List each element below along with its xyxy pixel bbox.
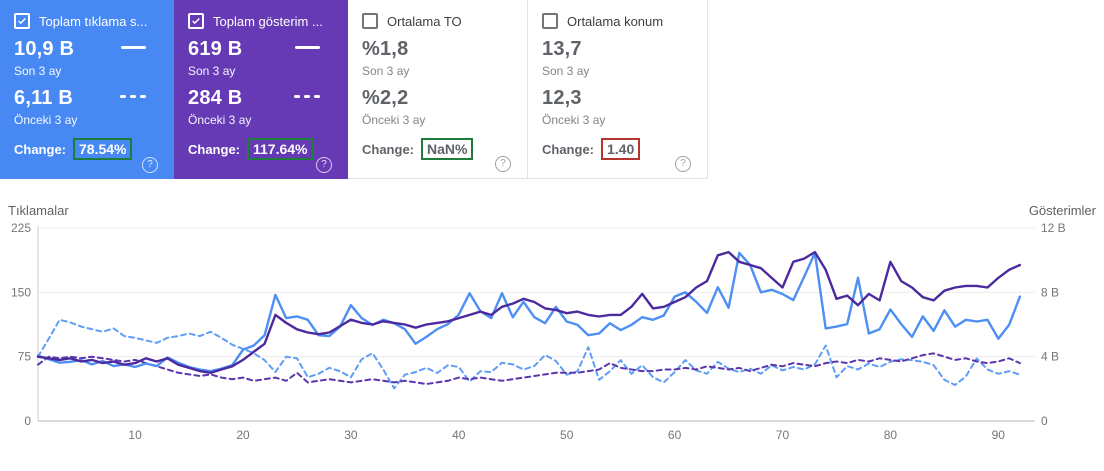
solid-line-legend-icon	[121, 46, 146, 49]
current-period-label: Son 3 ay	[362, 64, 410, 78]
previous-period-label: Önceki 3 ay	[188, 113, 252, 127]
series-impressions-dashed	[37, 352, 1021, 385]
card-total-impressions[interactable]: Toplam gösterim ... 619 B Son 3 ay 284 B…	[174, 0, 348, 179]
change-label: Change:	[362, 141, 414, 157]
dashed-line-legend-icon	[120, 95, 146, 98]
metric-cards: Toplam tıklama s... 10,9 B Son 3 ay 6,11…	[0, 0, 708, 179]
svg-text:80: 80	[884, 428, 898, 442]
checkbox-checked-icon[interactable]	[188, 13, 204, 29]
series-clicks-solid	[36, 251, 1022, 373]
solid-line-legend-icon	[295, 46, 320, 49]
change-label: Change:	[542, 141, 594, 157]
help-icon[interactable]: ?	[495, 156, 511, 172]
svg-text:150: 150	[11, 285, 31, 299]
svg-text:0: 0	[1041, 414, 1048, 428]
card-title: Ortalama konum	[567, 13, 664, 29]
help-icon[interactable]: ?	[142, 157, 158, 173]
current-period-label: Son 3 ay	[188, 64, 236, 78]
checkbox-unchecked-icon[interactable]	[542, 13, 558, 29]
card-total-clicks[interactable]: Toplam tıklama s... 10,9 B Son 3 ay 6,11…	[0, 0, 174, 179]
card-average-ctr[interactable]: Ortalama TO %1,8 Son 3 ay %2,2 Önceki 3 …	[348, 0, 528, 179]
svg-text:20: 20	[236, 428, 250, 442]
previous-period-value: 6,11 B	[14, 87, 74, 109]
svg-text:75: 75	[18, 350, 32, 364]
series-clicks-dashed	[37, 318, 1021, 390]
svg-text:225: 225	[11, 221, 31, 235]
change-label: Change:	[14, 141, 66, 157]
svg-text:0: 0	[24, 414, 31, 428]
previous-period-value: 284 B	[188, 87, 243, 109]
svg-text:90: 90	[992, 428, 1006, 442]
card-header: Toplam gösterim ...	[188, 13, 336, 29]
current-period-value: 619 B	[188, 38, 243, 60]
help-icon[interactable]: ?	[316, 157, 332, 173]
performance-line-chart[interactable]: 225 150 75 0 12 B 8 B 4 B 0 10 20 30 40 50 60 70 80 90	[0, 196, 1104, 471]
svg-text:30: 30	[344, 428, 358, 442]
checkbox-unchecked-icon[interactable]	[362, 13, 378, 29]
svg-text:40: 40	[452, 428, 466, 442]
left-axis-title: Tıklamalar	[8, 203, 69, 218]
card-header: Ortalama TO	[362, 13, 515, 29]
svg-text:12 B: 12 B	[1041, 221, 1066, 235]
change-value-badge: 1.40	[601, 138, 641, 160]
previous-period-value: 12,3	[542, 87, 582, 109]
card-average-position[interactable]: Ortalama konum 13,7 Son 3 ay 12,3 Önceki…	[528, 0, 708, 179]
current-period-label: Son 3 ay	[14, 64, 62, 78]
svg-text:10: 10	[128, 428, 142, 442]
series-impressions-solid	[36, 250, 1022, 375]
previous-period-label: Önceki 3 ay	[362, 113, 426, 127]
change-value-badge: NaN%	[421, 138, 474, 160]
card-title: Toplam gösterim ...	[213, 13, 323, 29]
previous-period-value: %2,2	[362, 87, 409, 109]
current-period-value: %1,8	[362, 38, 409, 60]
previous-period-label: Önceki 3 ay	[542, 113, 606, 127]
current-period-label: Son 3 ay	[542, 64, 590, 78]
card-title: Toplam tıklama s...	[39, 13, 148, 29]
change-value-badge: 78.54%	[73, 138, 133, 160]
card-header: Toplam tıklama s...	[14, 13, 162, 29]
right-axis-title: Gösterimler	[1028, 203, 1096, 218]
change-label: Change:	[188, 141, 240, 157]
svg-text:8 B: 8 B	[1041, 285, 1059, 299]
help-icon[interactable]: ?	[675, 156, 691, 172]
dashed-line-legend-icon	[294, 95, 320, 98]
svg-text:60: 60	[668, 428, 682, 442]
card-title: Ortalama TO	[387, 13, 462, 29]
previous-period-label: Önceki 3 ay	[14, 113, 78, 127]
card-header: Ortalama konum	[542, 13, 695, 29]
svg-text:70: 70	[776, 428, 790, 442]
current-period-value: 10,9 B	[14, 38, 75, 60]
svg-text:50: 50	[560, 428, 574, 442]
current-period-value: 13,7	[542, 38, 582, 60]
checkbox-checked-icon[interactable]	[14, 13, 30, 29]
change-value-badge: 117.64%	[247, 138, 314, 160]
svg-text:4 B: 4 B	[1041, 350, 1059, 364]
